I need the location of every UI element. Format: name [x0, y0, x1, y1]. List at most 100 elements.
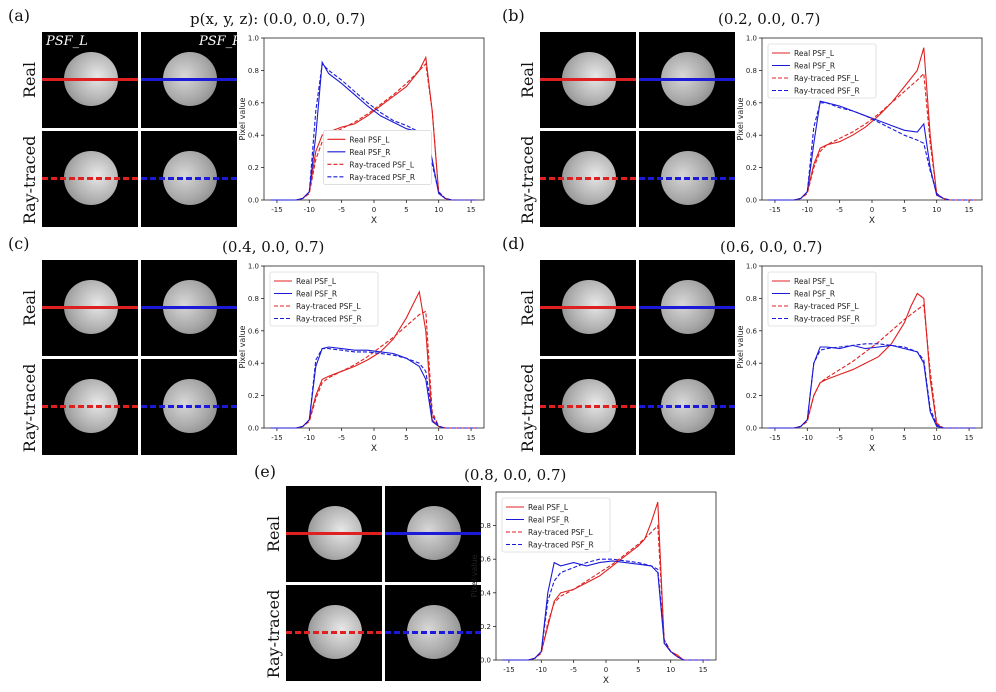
legend-label-3: Ray-traced PSF_R [794, 315, 860, 324]
legend-label-2: Ray-traced PSF_L [794, 74, 860, 83]
x-tick-label: -5 [836, 434, 843, 442]
psf-profile-chart: -15 -10 -5 0 5 10 15 0.0 0.2 0.4 0.6 0.8 X Pixel valu… [468, 484, 720, 690]
legend-label-1: Real PSF_R [528, 516, 569, 525]
legend-label-3: Ray-traced PSF_R [794, 87, 860, 96]
y-tick-label: 1.0 [248, 35, 259, 43]
y-axis-label: Pixel value [470, 554, 479, 597]
x-tick-label: -15 [271, 206, 282, 214]
x-tick-label: 5 [902, 434, 906, 442]
legend-label-2: Ray-traced PSF_L [349, 160, 415, 169]
y-tick-label: 0.0 [746, 425, 757, 433]
y-tick-label: 1.0 [746, 35, 757, 43]
psf-image-real-right: PSF_R [141, 32, 237, 128]
x-tick-label: -5 [338, 434, 345, 442]
psf-image-raytraced-left [540, 359, 636, 455]
row-label-real: Real [20, 258, 40, 358]
x-tick-label: -15 [769, 206, 780, 214]
legend-label-0: Real PSF_L [528, 503, 569, 512]
profile-line-left [42, 306, 138, 309]
y-tick-label: 0.8 [480, 522, 491, 530]
x-tick-label: 0 [372, 206, 376, 214]
psf-image-real-right [385, 486, 481, 582]
profile-line-dashed-left [42, 177, 138, 180]
panel-e: (e) (0.8, 0.0, 0.7) Real Ray-traced -15 -10 -5… [236, 456, 734, 692]
series-line-1 [271, 347, 478, 428]
y-tick-label: 0.2 [248, 164, 259, 172]
psf-image-real-left [286, 486, 382, 582]
panel-title: (0.6, 0.0, 0.7) [720, 238, 822, 256]
psf-image-real-left: PSF_L [42, 32, 138, 128]
x-tick-label: -15 [503, 666, 514, 674]
y-tick-label: 0.0 [248, 425, 259, 433]
psf-image-raytraced-right [141, 131, 237, 227]
legend-label-3: Ray-traced PSF_R [349, 173, 415, 182]
psf-image-raytraced-right [639, 359, 735, 455]
y-tick-label: 0.6 [480, 556, 492, 564]
psf-image-raytraced-left [540, 131, 636, 227]
legend-label-3: Ray-traced PSF_R [296, 315, 362, 324]
y-axis-label: Pixel value [736, 325, 745, 368]
x-tick-label: -10 [802, 206, 813, 214]
x-tick-label: -10 [802, 434, 813, 442]
y-axis-label: Pixel value [238, 97, 247, 140]
y-tick-label: 0.0 [480, 657, 491, 665]
series-line-3 [769, 344, 976, 428]
x-tick-label: -15 [271, 434, 282, 442]
legend-label-2: Ray-traced PSF_L [296, 302, 362, 311]
psf-image-raytraced-left [286, 585, 382, 681]
x-tick-label: -10 [304, 434, 315, 442]
profile-line-dashed-right [385, 631, 481, 634]
psf-image-real-right [639, 260, 735, 356]
x-tick-label: 10 [666, 666, 675, 674]
series-line-1 [769, 101, 976, 200]
x-tick-label: 10 [434, 434, 443, 442]
row-label-raytraced: Ray-traced [20, 358, 40, 458]
x-tick-label: -5 [570, 666, 577, 674]
series-line-3 [503, 559, 710, 660]
row-label-real: Real [518, 30, 538, 130]
x-tick-label: 15 [699, 666, 708, 674]
x-tick-label: -5 [338, 206, 345, 214]
x-tick-label: 0 [372, 434, 376, 442]
profile-line-dashed-left [540, 177, 636, 180]
x-axis-label: X [869, 216, 875, 226]
profile-line-dashed-right [141, 177, 237, 180]
y-tick-label: 0.4 [746, 360, 758, 368]
y-tick-label: 0.6 [248, 99, 260, 107]
x-tick-label: 15 [467, 206, 476, 214]
legend-label-3: Ray-traced PSF_R [528, 541, 594, 550]
y-tick-label: 0.0 [248, 197, 259, 205]
y-tick-label: 0.8 [746, 67, 757, 75]
profile-line-right [639, 306, 735, 309]
x-tick-label: 0 [870, 206, 874, 214]
y-tick-label: 0.8 [248, 67, 259, 75]
legend-label-0: Real PSF_L [794, 49, 835, 58]
panel-title: (0.4, 0.0, 0.7) [222, 238, 324, 256]
psf-profile-chart: -15 -10 -5 0 5 10 15 0.0 0.2 0.4 0.6 0.8 1.0 X Pixel v… [734, 258, 986, 458]
panel-a: (a) p(x, y, z): (0.0, 0.0, 0.7) Real Ray-tr… [0, 0, 498, 228]
y-tick-label: 0.4 [746, 132, 758, 140]
legend-label-2: Ray-traced PSF_L [528, 528, 594, 537]
panel-label: (c) [8, 234, 29, 253]
panel-label: (b) [502, 6, 525, 25]
psf-image-real-right [639, 32, 735, 128]
x-tick-label: -10 [536, 666, 547, 674]
x-tick-label: 10 [932, 206, 941, 214]
psf-label-left: PSF_L [46, 34, 88, 49]
row-label-raytraced: Ray-traced [20, 130, 40, 230]
legend-label-0: Real PSF_L [794, 277, 835, 286]
legend-label-2: Ray-traced PSF_L [794, 302, 860, 311]
series-line-1 [503, 561, 710, 660]
panel-title: p(x, y, z): (0.0, 0.0, 0.7) [190, 10, 365, 28]
psf-image-raytraced-left [42, 359, 138, 455]
y-tick-label: 1.0 [746, 263, 757, 271]
panel-label: (a) [8, 6, 30, 25]
y-tick-label: 0.8 [746, 295, 757, 303]
x-axis-label: X [603, 676, 609, 686]
y-tick-label: 0.6 [746, 327, 758, 335]
profile-line-dashed-left [286, 631, 382, 634]
profile-line-right [639, 78, 735, 81]
profile-line-left [42, 78, 138, 81]
series-line-1 [769, 345, 976, 428]
profile-line-dashed-left [540, 405, 636, 408]
